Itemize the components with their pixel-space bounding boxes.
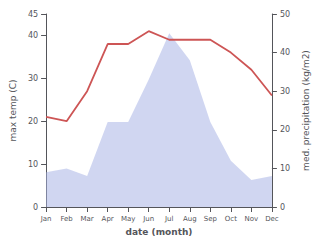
svg-text:max temp (C): max temp (C) <box>8 79 18 141</box>
svg-text:Jul: Jul <box>164 215 174 223</box>
svg-text:0: 0 <box>280 203 285 212</box>
svg-text:Apr: Apr <box>102 215 114 223</box>
svg-text:Nov: Nov <box>245 215 259 223</box>
svg-text:10: 10 <box>280 164 290 173</box>
svg-text:20: 20 <box>280 125 290 134</box>
svg-text:50: 50 <box>280 10 290 19</box>
svg-text:0: 0 <box>33 203 38 212</box>
svg-text:Aug: Aug <box>183 215 197 223</box>
svg-text:30: 30 <box>28 74 38 83</box>
svg-text:Jan: Jan <box>40 215 52 223</box>
svg-text:date (month): date (month) <box>126 227 193 237</box>
svg-text:Feb: Feb <box>60 215 73 223</box>
svg-text:20: 20 <box>28 117 38 126</box>
svg-text:Oct: Oct <box>225 215 237 223</box>
svg-text:Mar: Mar <box>81 215 94 223</box>
svg-text:Jun: Jun <box>142 215 154 223</box>
svg-text:May: May <box>121 215 135 223</box>
svg-text:10: 10 <box>28 160 38 169</box>
svg-text:40: 40 <box>28 31 38 40</box>
svg-text:45: 45 <box>28 10 38 19</box>
svg-text:30: 30 <box>280 87 290 96</box>
svg-text:40: 40 <box>280 48 290 57</box>
svg-text:med. precipitation (kg/m2): med. precipitation (kg/m2) <box>301 50 311 171</box>
svg-text:Dec: Dec <box>265 215 279 223</box>
svg-text:Sep: Sep <box>204 215 218 223</box>
